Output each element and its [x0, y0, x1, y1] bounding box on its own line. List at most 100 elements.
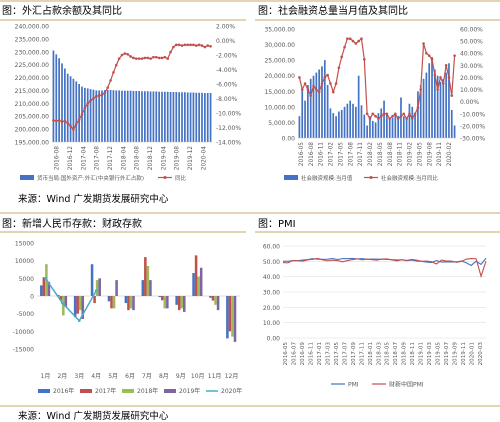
tsf-bar: [405, 119, 408, 138]
tsf-bar: [346, 103, 349, 138]
fx-bar: [78, 84, 80, 142]
pmi-x-tick: 2016-11: [309, 342, 315, 366]
tsf-yright-tick: -20.00%: [460, 123, 485, 130]
pmi-x-tick: 2019-11: [461, 342, 467, 366]
pmi-chart-title: 图：PMI: [258, 218, 296, 230]
pmi-line-caixin: [282, 257, 487, 279]
fx-yoy-point: [192, 43, 195, 47]
tsf-x-tick: 2020-02: [447, 142, 453, 167]
fiscal-legend-swatch: [164, 389, 176, 393]
fx-legend-line-label: 同比: [175, 174, 187, 182]
fiscal-legend-swatch: [80, 389, 92, 393]
fx-bar: [129, 90, 132, 142]
fiscal-bar-2016年: [107, 296, 111, 302]
fx-bar: [69, 76, 72, 142]
fx-yoy-point: [80, 113, 84, 116]
fiscal-2020-point: [61, 301, 64, 305]
tsf-yright-tick: 10.00%: [460, 87, 483, 94]
tsf-x-tick: 2016-08: [309, 142, 315, 167]
source-note-bottom: 来源：Wind 广发期货发展研究中心: [18, 410, 169, 422]
fx-yoy-point: [174, 43, 178, 47]
tsf-bar: [318, 69, 321, 138]
tsf-bar: [397, 116, 400, 138]
tsf-bar: [298, 116, 301, 138]
tsf-yoy-point: [306, 88, 310, 91]
tsf-bar: [321, 66, 323, 138]
fx-bar: [186, 92, 189, 142]
fiscal-bar-2019年: [199, 267, 203, 296]
pmi-x-tick: 2018-11: [410, 342, 416, 366]
fx-yoy-point: [163, 55, 167, 59]
fiscal-bar-2017年: [228, 296, 232, 332]
tsf-yoy-point: [436, 88, 439, 91]
fiscal-2020-line: [44, 277, 97, 322]
fx-plot: 240,000.00 235,000.00 230,000.00 225,000.00…: [15, 24, 242, 183]
tsf-bar: [391, 117, 394, 138]
tsf-yoy-point: [309, 94, 312, 97]
tsf-yright-tick: 30.00%: [460, 63, 483, 70]
pmi-y-tick: 40.00: [263, 274, 280, 281]
fx-yright-tick: -12.00%: [216, 125, 241, 132]
tsf-bar: [357, 75, 360, 138]
tsf-yoy-point: [427, 54, 431, 57]
fx-bar: [98, 90, 100, 142]
tsf-yoy-point: [377, 117, 380, 120]
fiscal-bar-2016年: [209, 296, 212, 298]
tsf-bar: [338, 111, 340, 138]
tsf-chart-title: 图：社会融资总量当月值及其同比: [258, 4, 408, 17]
tsf-yoy-point: [453, 54, 456, 57]
fx-bar: [84, 87, 86, 142]
fx-yoy-point: [86, 102, 90, 105]
fiscal-legend-swatch: [122, 389, 134, 393]
fx-bar: [152, 91, 155, 142]
fx-bar: [115, 90, 118, 142]
fiscal-2020-point: [94, 289, 98, 293]
fiscal-bar-2018年: [129, 296, 133, 309]
tsf-bar: [425, 72, 428, 138]
fiscal-x-tick: 4月: [91, 373, 101, 380]
tsf-yoy-point: [348, 37, 352, 40]
fx-bar: [164, 91, 166, 142]
fx-legend-line-marker: [163, 176, 167, 179]
fiscal-legend-label: 2017年: [95, 387, 116, 395]
fx-yoy-point: [177, 43, 181, 47]
fx-bar: [75, 81, 78, 142]
fx-bar: [141, 91, 143, 142]
tsf-bar: [422, 78, 425, 138]
fx-yoy-point: [66, 121, 70, 125]
fiscal-x-tick: 8月: [159, 373, 169, 380]
fx-yoy-point: [180, 44, 184, 47]
fx-yright-tick: -2.00%: [216, 53, 238, 60]
fx-bar: [61, 63, 63, 142]
tsf-bar: [400, 97, 402, 138]
fx-bar: [181, 92, 183, 142]
fx-bar: [206, 93, 209, 142]
tsf-yoy-point: [379, 114, 383, 118]
chart-panel-fx: 240,000.00 235,000.00 230,000.00 225,000.00…: [15, 24, 242, 183]
tsf-plot: 35,000.00 30,000.00 25,000.00 20,000.00 15,0…: [264, 27, 485, 183]
tsf-x-tick: 2018-08: [388, 142, 394, 167]
fx-yoy-point: [57, 118, 61, 122]
fx-yoy-point: [152, 55, 155, 59]
tsf-yoy-point: [405, 117, 408, 120]
tsf-yoy-point: [368, 117, 372, 120]
fx-yoy-point: [106, 86, 110, 89]
pmi-x-tick: 2019-03: [427, 342, 433, 366]
pmi-x-tick: 2019-05: [435, 342, 441, 366]
fx-yoy-point: [77, 118, 81, 121]
fiscal-legend-label: 2019年: [179, 387, 200, 395]
tsf-bar: [394, 113, 397, 138]
fiscal-x-tick: 9月: [176, 373, 186, 380]
tsf-bar: [301, 88, 304, 138]
fiscal-legend-label: 2018年: [137, 387, 158, 395]
fx-x-tick: 2020-04: [201, 146, 207, 171]
fx-yoy-point: [157, 56, 161, 60]
fiscal-bar-2016年: [73, 296, 77, 318]
fiscal-x-tick: 10月: [191, 373, 205, 380]
fx-bar: [172, 91, 175, 142]
fx-yoy-point: [137, 57, 141, 60]
tsf-yoy-point: [354, 42, 358, 45]
fx-yoy-point: [109, 79, 112, 82]
fiscal-y-tick: -15000: [13, 347, 34, 354]
